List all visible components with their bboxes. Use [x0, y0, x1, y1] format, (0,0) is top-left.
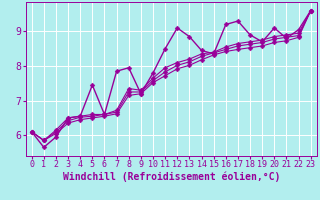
X-axis label: Windchill (Refroidissement éolien,°C): Windchill (Refroidissement éolien,°C) [62, 172, 280, 182]
